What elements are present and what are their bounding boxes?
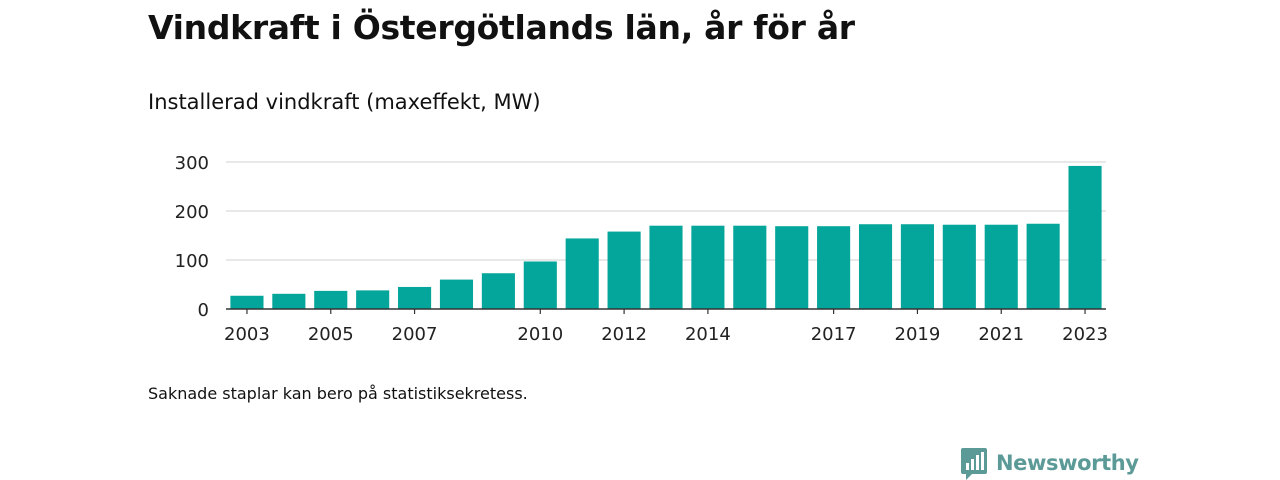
x-tick-label: 2005 xyxy=(308,324,354,345)
bar-2005 xyxy=(314,290,348,309)
brand-name: Newsworthy xyxy=(996,451,1139,475)
chart-title: Vindkraft i Östergötlands län, år för år xyxy=(148,8,855,47)
x-tick-label: 2012 xyxy=(601,324,647,345)
bar-2018 xyxy=(858,224,893,309)
footnote: Saknade staplar kan bero på statistiksek… xyxy=(148,384,528,403)
bars xyxy=(230,165,1102,309)
bar-2003 xyxy=(230,295,264,309)
bar-2006 xyxy=(356,290,390,309)
y-tick-label: 300 xyxy=(175,153,209,174)
bar-2023 xyxy=(1068,165,1102,309)
y-tick-label: 100 xyxy=(175,251,209,272)
newsworthy-logo-icon xyxy=(961,448,987,480)
x-tick-label: 2021 xyxy=(978,324,1024,345)
x-tick-label: 2003 xyxy=(224,324,270,345)
bar-2012 xyxy=(607,231,641,309)
bar-2011 xyxy=(565,238,599,309)
x-tick-label: 2023 xyxy=(1062,324,1108,345)
bar-2008 xyxy=(439,279,474,309)
y-tick-label: 200 xyxy=(175,202,209,223)
bar-2009 xyxy=(481,273,515,309)
x-axis-tick-labels: 2003 2005 2007 2010 2012 2014 2017 2019 2021 2023 xyxy=(224,324,1108,345)
bar-2004 xyxy=(272,293,306,309)
bar-2007 xyxy=(398,286,432,309)
y-axis-tick-labels: 0 100 200 300 xyxy=(175,153,209,321)
bar-2020 xyxy=(942,224,976,309)
bar-2013 xyxy=(649,225,683,309)
bar-2022 xyxy=(1026,223,1060,309)
bar-2019 xyxy=(900,224,934,309)
bar-2017 xyxy=(817,226,851,309)
bar-2010 xyxy=(523,261,557,309)
x-tick-label: 2019 xyxy=(895,324,941,345)
x-tick-label: 2010 xyxy=(517,324,563,345)
y-tick-label: 0 xyxy=(198,300,209,321)
bar-2021 xyxy=(984,224,1018,309)
x-tick-label: 2014 xyxy=(685,324,731,345)
bar-2014 xyxy=(691,225,725,309)
x-axis xyxy=(226,308,1106,314)
brand-logo-link[interactable]: Newsworthy xyxy=(960,446,1139,480)
x-tick-label: 2017 xyxy=(811,324,857,345)
x-tick-label: 2007 xyxy=(392,324,438,345)
chart-subtitle: Installerad vindkraft (maxeffekt, MW) xyxy=(148,90,541,114)
bar-2016 xyxy=(775,226,809,309)
bar-2015 xyxy=(733,225,767,309)
